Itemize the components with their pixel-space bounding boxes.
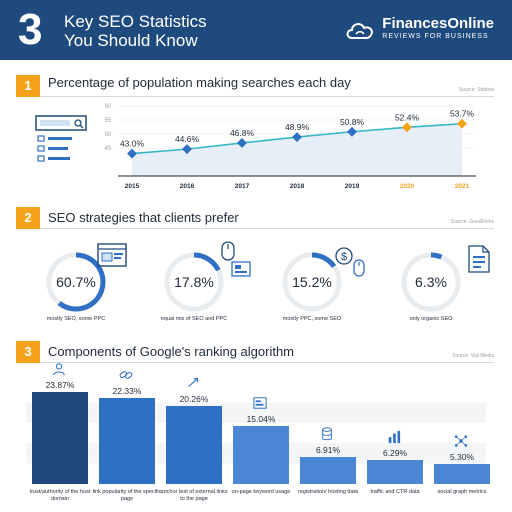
header-banner: 3 Key SEO Statistics You Should Know Fin… [0,0,512,60]
bar-category-label: traffic and CTR data [370,489,420,495]
pie-value-label: 60.7% [56,274,96,290]
bar-value-label: 23.87% [45,380,75,391]
data-label: 52.4% [395,112,420,122]
data-label: 48.9% [285,122,310,132]
data-point [237,138,247,148]
pie-category-label: equal mix of SEO and PPC [160,316,228,322]
brand-name: FinancesOnline [382,15,494,32]
y-tick-label: 45 [105,146,112,152]
anchor-link-icon [188,378,198,388]
pie-category-label: mostly PPC, some SEO [282,316,342,322]
section-3-source: Source: Vial Media [452,353,494,359]
page-title: Key SEO Statistics You Should Know [64,12,264,50]
bar [99,398,155,484]
pie-slice [430,252,443,260]
bar-value-label: 5.30% [449,451,475,462]
bar-value-label: 6.29% [382,447,408,458]
section-3-number: 3 [16,341,40,363]
x-tick-label: 2015 [125,183,140,190]
bar [166,406,222,484]
section-1-number: 1 [16,75,40,97]
pie-chart [46,252,106,312]
section-1-source: Source: Statista [458,87,494,93]
x-tick-label: 2018 [290,183,305,190]
section-3-title: Components of Google's ranking algorithm [48,344,295,359]
pie-category-label: mostly SEO, some PPC [46,316,106,322]
bar-category-label: on-page keyword usage [231,489,291,495]
x-tick-label: 2016 [180,183,195,190]
section-1-divider [40,96,494,97]
search-window-icon [35,115,87,162]
pie-slice [311,252,337,268]
bar [233,426,289,484]
browser-window-icon [97,243,127,267]
header-number: 3 [18,5,43,54]
bar [367,459,423,484]
pie-category-label: only organic SEO [409,316,453,322]
bar-chart-icon [388,430,401,443]
pie-chart [401,252,461,312]
bar-category-label: anchor text of external links to the pag… [160,489,228,502]
data-label: 43.0% [120,139,145,149]
x-tick-label: 2020 [400,183,415,190]
pie-value-label: 6.3% [415,274,447,290]
page-title-line1: Key SEO Statistics [64,12,207,31]
area-fill [132,123,462,176]
document-icon [468,245,490,273]
pie-chart [164,252,224,312]
bar-value-label: 6.91% [315,445,341,456]
brand-tagline: REVIEWS FOR BUSINESS [382,33,489,40]
section-2-title: SEO strategies that clients prefer [48,210,239,225]
pie-value-label: 17.8% [174,274,214,290]
data-label: 53.7% [450,109,475,119]
pie-slice [193,252,221,272]
cloud-icon [346,23,374,39]
section-2-source: Source: GoodFirms [450,219,494,225]
data-label: 50.8% [340,117,365,127]
user-icon [53,363,65,376]
y-tick-label: 50 [105,132,112,138]
bar-category-label: registration/ hosting data [297,489,359,495]
section-3-divider [40,362,494,363]
pie-value-label: 15.2% [292,274,332,290]
bar-value-label: 20.26% [179,394,209,405]
x-tick-label: 2021 [455,183,470,190]
svg-text:$: $ [341,251,347,263]
bar-value-label: 22.33% [112,386,142,397]
line-chart: 60 55 50 45 43.0% 2015 44.6% 2016 46.8% 2017 48.9%… [105,104,476,190]
data-point [182,144,192,155]
dollar-coin-icon: $ [335,247,365,277]
section-2-number: 2 [16,207,40,229]
network-icon [454,434,468,447]
bar-category-label: link popularity of the specific page [92,489,162,502]
page-title-line2: You Should Know [64,31,198,50]
bar [32,392,88,484]
bar-category-label: trust/authority of the host domain [29,489,91,502]
keyword-text-icon [253,397,267,409]
data-label: 44.6% [175,134,200,144]
bar-value-label: 15.04% [246,414,276,425]
pie-slice [57,252,106,312]
data-point [127,148,137,159]
y-tick-label: 55 [105,118,112,124]
bar-category-label: social graph metrics [437,489,487,495]
x-tick-label: 2019 [345,183,360,190]
bar [300,457,356,484]
section-1-title: Percentage of population making searches… [48,75,351,90]
data-label: 46.8% [230,128,255,138]
brand-logo: FinancesOnline REVIEWS FOR BUSINESS [344,16,494,42]
pie-chart [282,252,342,312]
y-tick-label: 60 [105,104,112,110]
bar [434,463,490,484]
link-icon [119,371,133,380]
section-2-divider [40,228,494,229]
database-icon [322,427,332,441]
mouse-icon [221,241,251,277]
x-tick-label: 2017 [235,183,250,190]
